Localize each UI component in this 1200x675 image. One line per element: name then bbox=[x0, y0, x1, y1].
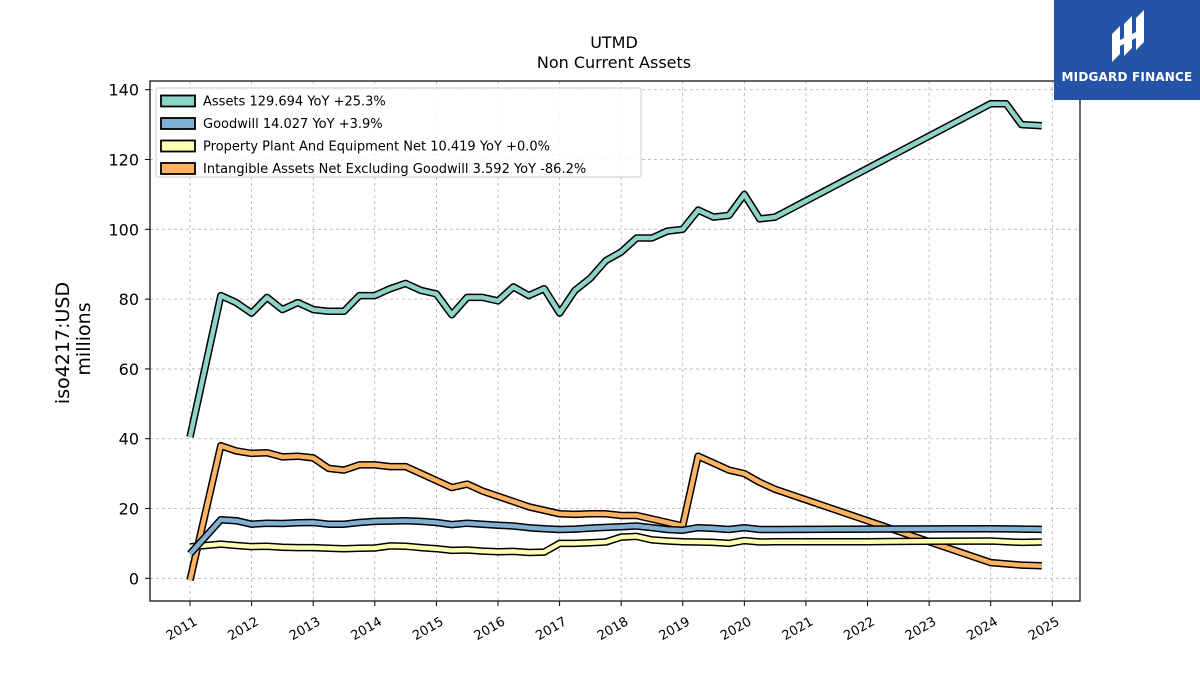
y-tick-label: 80 bbox=[119, 290, 139, 309]
x-tick-label: 2015 bbox=[410, 614, 446, 644]
chart-subtitle: Non Current Assets bbox=[537, 53, 691, 72]
series-line bbox=[187, 101, 1042, 438]
legend-entry: Goodwill 14.027 YoY +3.9% bbox=[160, 117, 383, 132]
legend-swatch bbox=[160, 162, 196, 175]
legend-swatch bbox=[160, 94, 196, 108]
legend: Assets 129.694 YoY +25.3% Goodwill 14.027… bbox=[155, 87, 642, 178]
series-3 bbox=[186, 441, 1042, 581]
x-tick-label: 2014 bbox=[349, 614, 385, 644]
x-tick-label: 2017 bbox=[533, 614, 569, 644]
legend-label: Property Plant And Equipment Net 10.419 … bbox=[203, 140, 550, 155]
x-tick-label: 2023 bbox=[903, 614, 939, 644]
series-line bbox=[187, 443, 1042, 581]
series-line bbox=[188, 517, 1042, 556]
x-tick-label: 2019 bbox=[657, 614, 693, 644]
chart-title: UTMD bbox=[590, 33, 638, 52]
legend-label: Goodwill 14.027 YoY +3.9% bbox=[203, 117, 383, 132]
x-tick-label: 2011 bbox=[164, 614, 200, 644]
legend-entry: Property Plant And Equipment Net 10.419 … bbox=[160, 139, 550, 155]
plot-frame bbox=[149, 80, 1081, 602]
y-tick-label: 20 bbox=[119, 500, 139, 519]
series-2 bbox=[189, 532, 1042, 557]
legend-entry: Assets 129.694 YoY +25.3% bbox=[160, 94, 386, 110]
legend-swatch bbox=[160, 139, 196, 153]
x-tick-label: 2016 bbox=[472, 614, 508, 644]
y-tick-label: 140 bbox=[108, 81, 139, 100]
series-1 bbox=[187, 515, 1042, 557]
x-tick-label: 2021 bbox=[780, 614, 816, 644]
x-tick-label: 2020 bbox=[718, 614, 754, 644]
series-line bbox=[189, 534, 1042, 555]
series-0 bbox=[186, 99, 1043, 438]
midgard-logo-icon bbox=[1112, 10, 1144, 62]
x-tick-label: 2012 bbox=[225, 614, 261, 644]
plot-area bbox=[186, 99, 1043, 581]
y-tick-label: 100 bbox=[108, 220, 139, 239]
y-tick-label: 60 bbox=[119, 360, 139, 379]
legend-label: Assets 129.694 YoY +25.3% bbox=[203, 95, 386, 110]
y-axis-label-scale: millions bbox=[73, 302, 95, 375]
y-tick-label: 120 bbox=[108, 151, 139, 170]
midgard-finance-logo: MIDGARD FINANCE bbox=[1054, 0, 1200, 100]
legend-label: Intangible Assets Net Excluding Goodwill… bbox=[203, 162, 586, 177]
x-tick-label: 2022 bbox=[841, 614, 877, 644]
y-axis-label-units: iso4217:USD bbox=[52, 282, 74, 404]
y-tick-label: 40 bbox=[119, 430, 139, 449]
legend-box bbox=[155, 87, 642, 178]
logo-text: MIDGARD FINANCE bbox=[1061, 70, 1193, 84]
x-tick-label: 2013 bbox=[287, 614, 323, 644]
y-tick-label: 0 bbox=[129, 569, 139, 588]
x-tick-label: 2018 bbox=[595, 614, 631, 644]
legend-entry: Intangible Assets Net Excluding Goodwill… bbox=[160, 162, 586, 177]
legend-swatch bbox=[160, 117, 196, 130]
x-tick-label: 2024 bbox=[965, 614, 1001, 644]
x-tick-label: 2025 bbox=[1026, 614, 1062, 644]
